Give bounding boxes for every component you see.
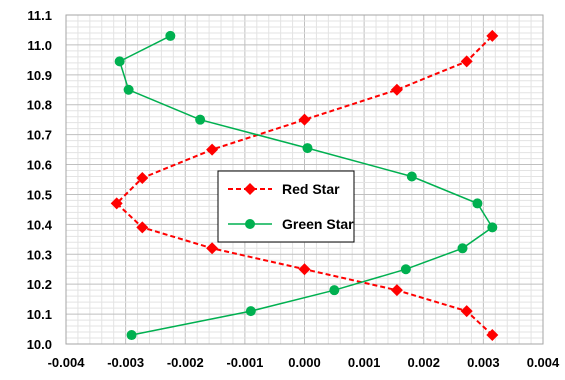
green-star-point [457, 243, 468, 254]
plot-area-border [65, 14, 544, 345]
x-tick-label: -0.001 [226, 355, 263, 370]
x-tick-label: 0.000 [288, 355, 321, 370]
red-star-point [486, 329, 499, 342]
red-star-point [460, 305, 473, 318]
red-star-point [390, 284, 403, 297]
legend-label-green-star: Green Star [282, 216, 354, 232]
red-star-point [110, 197, 123, 210]
y-tick-label: 10.1 [27, 307, 52, 322]
red-star-point [206, 143, 219, 156]
x-tick-label: 0.004 [527, 355, 560, 370]
red-star-point [460, 55, 473, 68]
red-star-point [390, 83, 403, 96]
red-star-point [136, 172, 149, 185]
green-star-point [406, 171, 417, 182]
green-star-point [123, 84, 134, 95]
legend-marker-green-star [245, 219, 255, 229]
red-star-point [136, 221, 149, 234]
red-star-point [298, 263, 311, 276]
series-layer [110, 29, 499, 342]
red-star-point [486, 29, 499, 42]
green-star-point [245, 306, 256, 317]
green-star-point [114, 56, 125, 67]
x-tick-label: 0.003 [467, 355, 500, 370]
y-tick-label: 10.7 [27, 128, 52, 143]
legend-box [217, 170, 355, 243]
red-star-point [206, 242, 219, 255]
red-star-point [298, 113, 311, 126]
legend-marker-red-star [244, 183, 256, 195]
y-tick-label: 10.9 [27, 68, 52, 83]
x-tick-label: -0.004 [48, 355, 86, 370]
green-star-point [302, 143, 313, 154]
x-tick-label: 0.002 [407, 355, 440, 370]
y-tick-label: 10.6 [27, 158, 52, 173]
y-tick-label: 11.0 [27, 38, 52, 53]
green-star-point [400, 264, 411, 275]
x-tick-label: -0.002 [167, 355, 204, 370]
y-tick-label: 10.3 [27, 247, 52, 262]
y-tick-label: 10.5 [27, 187, 52, 202]
axes: -0.004 -0.003 -0.002 -0.001 0.000 0.001 0.002 0… [27, 8, 560, 370]
y-tick-label: 11.1 [27, 8, 52, 23]
legend: Red Star Green Star [217, 170, 355, 243]
x-tick-label: -0.003 [107, 355, 144, 370]
y-tick-label: 10.2 [27, 277, 52, 292]
y-tick-label: 10.0 [27, 337, 52, 352]
green-star-point [487, 222, 498, 233]
x-tick-label: 0.001 [348, 355, 381, 370]
green-star-point [126, 330, 137, 341]
green-star-point [165, 30, 176, 41]
legend-label-red-star: Red Star [282, 181, 340, 197]
green-star-point [329, 285, 340, 296]
green-star-point [195, 114, 206, 125]
y-tick-label: 10.4 [27, 217, 53, 232]
y-tick-label: 10.8 [27, 98, 52, 113]
green-star-point [472, 198, 483, 209]
